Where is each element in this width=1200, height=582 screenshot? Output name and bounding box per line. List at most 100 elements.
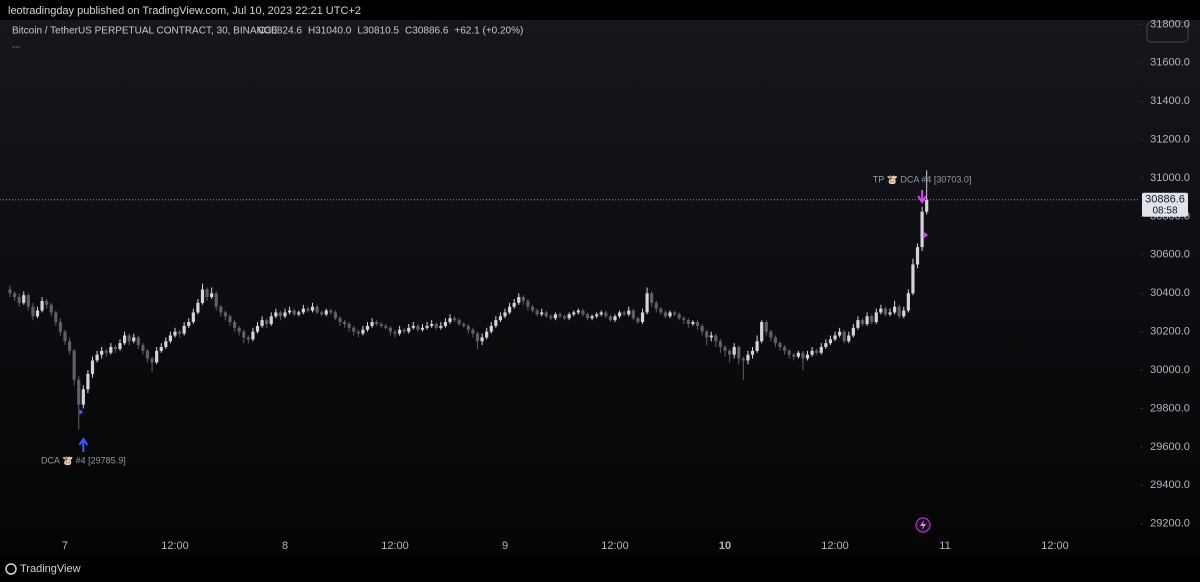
candle-body xyxy=(12,293,17,298)
candle-body xyxy=(81,389,85,405)
candle-body xyxy=(187,322,191,326)
candle-body xyxy=(35,310,40,317)
candle-body xyxy=(67,341,72,351)
scale-button[interactable] xyxy=(1146,21,1189,43)
candle-body xyxy=(874,312,878,323)
candle-body xyxy=(686,320,690,324)
candle-body xyxy=(691,322,695,324)
candle-body xyxy=(219,306,223,313)
candle-body xyxy=(17,297,21,303)
candle-body xyxy=(228,316,232,323)
candle-body xyxy=(205,289,209,298)
annotation: DCA 🐮 #4 [29785.9] xyxy=(41,455,126,465)
candle-body xyxy=(562,316,567,319)
candle-body xyxy=(104,350,108,353)
candle-body xyxy=(375,322,379,324)
candle-body xyxy=(177,331,182,334)
candle-body xyxy=(494,320,498,326)
candle-body xyxy=(471,329,475,334)
candle-body xyxy=(801,352,805,359)
candle-body xyxy=(95,354,99,361)
candle-body xyxy=(246,337,250,340)
candle-body xyxy=(297,312,301,315)
candle-body xyxy=(507,306,512,313)
candle-body xyxy=(306,308,310,311)
candle-body xyxy=(636,318,640,323)
candle-body xyxy=(778,343,782,348)
candle-body xyxy=(549,316,553,319)
candle-body xyxy=(810,350,814,355)
candle-body xyxy=(388,327,393,332)
x-tick-label: 12:00 xyxy=(1041,540,1069,552)
candle-body xyxy=(535,310,539,315)
candle-body xyxy=(191,312,195,323)
candle-body xyxy=(824,343,828,348)
candle-body xyxy=(155,350,159,363)
candle-body xyxy=(356,331,360,334)
y-tick-label: 30600.0 xyxy=(1150,249,1190,261)
candle-body xyxy=(425,325,429,328)
candle-body xyxy=(705,331,709,338)
legend-value: L30810.5 xyxy=(357,26,399,37)
x-tick-label: 10 xyxy=(719,540,731,552)
candle-body xyxy=(397,329,402,334)
y-tick-label: 31400.0 xyxy=(1150,95,1190,107)
y-tick-label: 29400.0 xyxy=(1150,479,1190,491)
last-price-box xyxy=(1142,192,1188,217)
x-tick-label: 12:00 xyxy=(821,540,849,552)
x-tick-label: 7 xyxy=(62,540,68,552)
candle-body xyxy=(54,312,58,323)
candle-body xyxy=(915,247,920,265)
brand: TradingView xyxy=(20,563,81,575)
candle-body xyxy=(489,325,493,332)
candle-body xyxy=(897,306,901,317)
candle-body xyxy=(608,316,613,321)
candle-body xyxy=(196,302,200,313)
candle-body xyxy=(617,312,622,317)
candle-body xyxy=(654,302,658,309)
candle-body xyxy=(255,325,260,332)
candle-body xyxy=(746,354,750,361)
candle-body xyxy=(8,289,12,294)
candle-body xyxy=(462,323,466,326)
candle-body xyxy=(553,314,558,319)
candle-body xyxy=(576,310,580,313)
candle-body xyxy=(118,343,122,349)
entry-marker xyxy=(79,409,84,415)
candle-body xyxy=(40,300,44,311)
candle-body xyxy=(63,331,67,342)
candle-body xyxy=(911,264,915,294)
candle-body xyxy=(159,347,163,351)
header: leotradingday published on TradingView.c… xyxy=(8,5,361,17)
candle-body xyxy=(109,347,113,353)
candle-body xyxy=(150,358,154,363)
candle-body xyxy=(893,306,897,313)
candle-body xyxy=(324,310,328,315)
candle-body xyxy=(805,354,810,359)
candle-body xyxy=(567,314,571,319)
candle-body xyxy=(49,304,53,313)
x-tick-label: 11 xyxy=(939,540,950,552)
candle-body xyxy=(851,327,855,336)
candle-body xyxy=(640,312,645,323)
legend-value: C30886.6 xyxy=(405,26,449,37)
candle-body xyxy=(365,325,370,330)
candle-body xyxy=(420,327,425,330)
candle-body xyxy=(168,335,173,342)
candle-body xyxy=(741,358,745,361)
candle-body xyxy=(526,300,530,307)
candle-body xyxy=(517,297,521,303)
candle-body xyxy=(242,331,246,338)
legend-value: H31040.0 xyxy=(308,26,352,37)
candle-body xyxy=(540,312,544,315)
y-tick-label: 29600.0 xyxy=(1150,441,1190,453)
candle-body xyxy=(466,325,470,330)
y-tick-label: 31600.0 xyxy=(1150,57,1190,69)
entry-marker xyxy=(924,232,929,238)
candle-body xyxy=(709,335,713,338)
candle-body xyxy=(265,320,269,324)
x-tick-label: 9 xyxy=(502,540,508,552)
candle-body xyxy=(278,312,283,317)
candle-body xyxy=(906,293,910,311)
